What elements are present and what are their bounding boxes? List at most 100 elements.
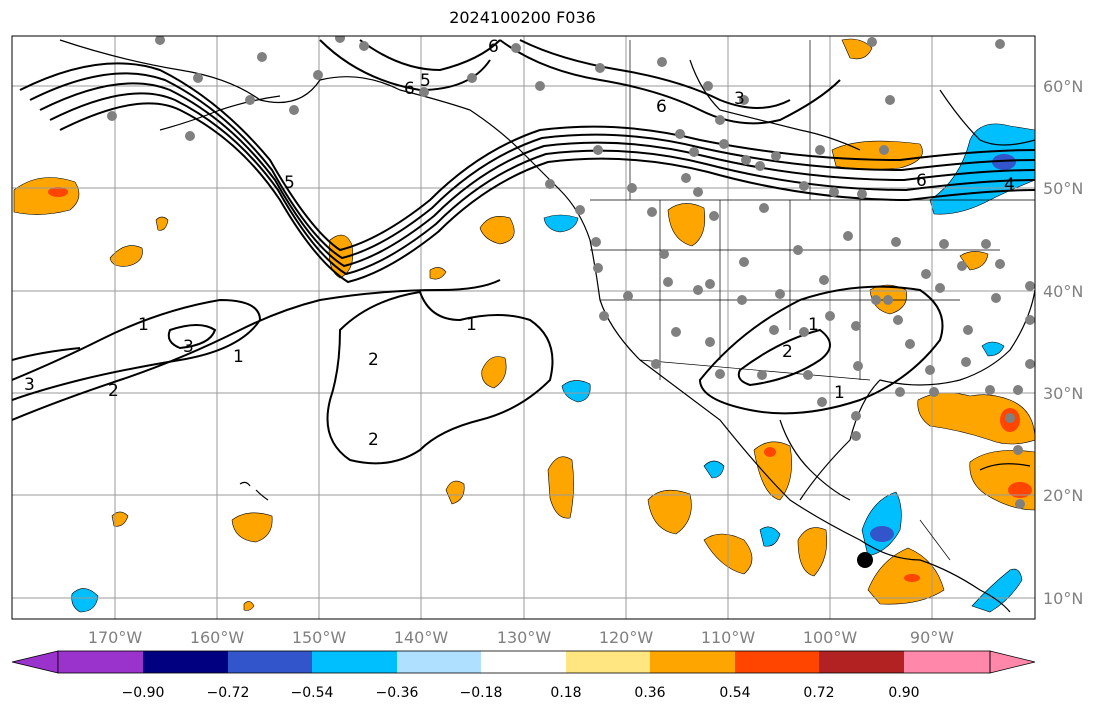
colorbar-segment — [143, 651, 228, 673]
positive-anomaly-region — [917, 392, 1035, 445]
colorbar-segment — [650, 651, 735, 673]
colorbar-segment — [904, 651, 990, 673]
station-dots — [107, 36, 1035, 509]
negative-anomaly-region — [703, 460, 725, 479]
positive-anomaly-core — [48, 187, 68, 197]
positive-anomaly-region — [445, 480, 465, 505]
colorbar-tick-label: 0.36 — [634, 685, 665, 701]
positive-anomaly-region — [231, 512, 273, 543]
longitude-label: 140°W — [394, 628, 449, 647]
longitude-label: 150°W — [292, 628, 347, 647]
contour-label: 2 — [368, 430, 379, 450]
contour-label: 3 — [24, 375, 35, 395]
colorbar-frame — [57, 650, 991, 674]
latitude-label: 40°N — [1043, 282, 1083, 301]
negative-anomaly-region — [561, 380, 591, 403]
latitude-label: 20°N — [1043, 486, 1083, 505]
positive-anomaly-region — [13, 177, 80, 215]
contour-label: 6 — [656, 97, 667, 117]
positive-anomaly-region — [753, 441, 792, 501]
contour-label: 2 — [108, 381, 119, 401]
positive-anomaly-region — [155, 216, 169, 231]
positive-anomaly-region — [481, 356, 507, 389]
contour-label: 1 — [138, 315, 149, 335]
colorbar: −0.90 −0.72 −0.54 −0.36 −0.18 0.18 0.36 … — [11, 650, 1036, 701]
contour-label: 1 — [233, 347, 244, 367]
longitude-label: 110°W — [701, 628, 756, 647]
positive-anomaly-region — [797, 527, 828, 577]
contour-label: 6 — [404, 79, 415, 99]
positive-anomaly-region — [831, 140, 923, 170]
positive-anomaly-core — [904, 574, 920, 582]
positive-anomaly-region — [479, 216, 515, 245]
colorbar-tick-label: 0.54 — [719, 685, 750, 701]
contour-lines — [12, 39, 1035, 465]
negative-anomaly-region — [543, 214, 579, 233]
longitude-axis: 170°W 160°W 150°W 140°W 130°W 120°W 110°… — [88, 628, 954, 647]
latitude-label: 50°N — [1043, 179, 1083, 198]
longitude-label: 130°W — [497, 628, 552, 647]
latitude-label: 30°N — [1043, 384, 1083, 403]
colorbar-segment — [397, 651, 481, 673]
colorbar-tick-label: −0.54 — [291, 685, 334, 701]
storm-marker — [857, 552, 873, 568]
contour-label: 2 — [782, 342, 793, 362]
map-title: 2024100200 F036 — [449, 8, 596, 27]
contour-label: 4 — [1004, 175, 1015, 195]
colorbar-tick-label: −0.90 — [122, 685, 165, 701]
positive-anomaly-region — [111, 511, 129, 527]
latitude-label: 10°N — [1043, 589, 1083, 608]
colorbar-tick-label: −0.72 — [207, 685, 250, 701]
longitude-label: 170°W — [88, 628, 143, 647]
colorbar-segment — [735, 651, 819, 673]
colorbar-segment — [58, 651, 143, 673]
latitude-label: 60°N — [1043, 77, 1083, 96]
longitude-label: 100°W — [803, 628, 858, 647]
colorbar-tick-label: 0.90 — [888, 685, 919, 701]
positive-anomaly-region — [841, 38, 873, 60]
negative-anomaly-region — [929, 123, 1035, 215]
colorbar-segment — [481, 651, 566, 673]
coastlines — [59, 39, 1035, 613]
negative-anomaly-region — [971, 568, 1023, 613]
positive-anomaly-region — [959, 251, 989, 271]
contour-label: 3 — [183, 337, 194, 357]
colorbar-tick-label: −0.36 — [376, 685, 419, 701]
contour-label: 5 — [284, 173, 295, 193]
negative-anomaly-region — [981, 341, 1005, 357]
positive-anomaly-core — [764, 447, 776, 457]
negative-anomaly-core — [870, 526, 894, 542]
positive-anomaly-region — [647, 489, 692, 535]
contour-label: 2 — [368, 350, 379, 370]
anomaly-shading — [13, 38, 1035, 613]
latitude-axis: 60°N 50°N 40°N 30°N 20°N 10°N — [1043, 77, 1083, 608]
contour-label-group: 1 1 1 1 1 2 2 2 2 3 3 3 4 5 5 6 6 6 6 — [24, 37, 1015, 450]
colorbar-segment — [228, 651, 312, 673]
negative-anomaly-core — [992, 154, 1016, 170]
colorbar-min-extension — [11, 650, 59, 674]
colorbar-segment — [566, 651, 650, 673]
positive-anomaly-region — [547, 456, 574, 519]
negative-anomaly-region — [759, 526, 781, 547]
positive-anomaly-region — [667, 203, 706, 247]
contour-label: 5 — [420, 71, 431, 91]
positive-anomaly-core — [1008, 482, 1032, 498]
contour-label: 1 — [808, 315, 819, 335]
contour-label: 1 — [834, 383, 845, 403]
graticule — [12, 36, 1035, 619]
longitude-label: 160°W — [190, 628, 245, 647]
colorbar-tick-label: 0.18 — [550, 685, 581, 701]
contour-label: 1 — [466, 315, 477, 335]
colorbar-segment — [819, 651, 904, 673]
negative-anomaly-region — [71, 588, 99, 613]
colorbar-max-extension — [989, 650, 1036, 674]
colorbar-tick-label: 0.72 — [803, 685, 834, 701]
positive-anomaly-region — [243, 601, 255, 611]
positive-anomaly-region — [429, 267, 447, 280]
contour-label: 6 — [916, 171, 927, 191]
map-frame — [11, 35, 1036, 620]
colorbar-segment — [312, 651, 397, 673]
contour-label: 6 — [488, 37, 499, 57]
colorbar-tick-label: −0.18 — [460, 685, 503, 701]
